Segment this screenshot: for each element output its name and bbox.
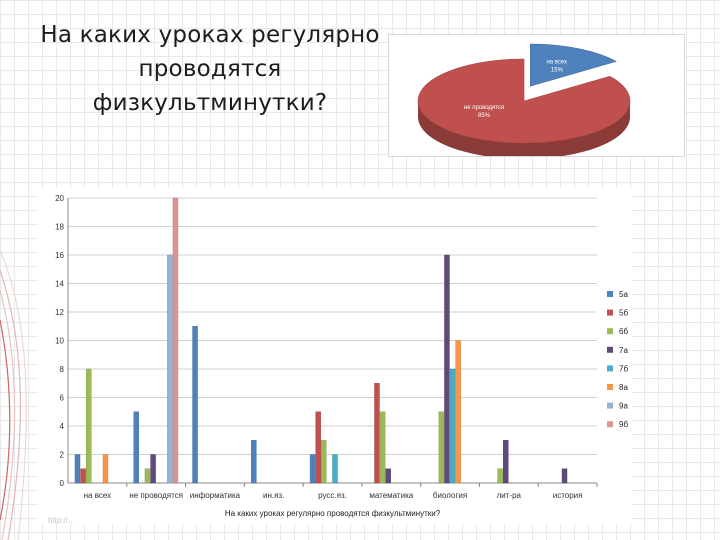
pie-slice-na-vseh-value-label: 15%: [551, 68, 564, 74]
pie-slice-ne-provodyatsya-label: не проводятся: [464, 105, 504, 111]
legend-swatch-8а: [607, 384, 613, 390]
bar-5б-4: [315, 411, 321, 484]
slide-title-line-3: физкультминутки?: [92, 90, 328, 116]
bar-7а-6: [444, 254, 450, 484]
bar-6б-5: [379, 411, 386, 484]
bar-8а-0: [102, 454, 109, 484]
bar-7а-1: [150, 454, 156, 484]
x-tick-label-2: информатика: [190, 491, 241, 500]
legend-label-9а: 9а: [619, 402, 628, 411]
x-tick-label-6: биология: [433, 491, 467, 500]
legend-swatch-7а: [607, 346, 613, 353]
bar-6б-4: [321, 440, 327, 484]
legend-label-7б: 7б: [619, 364, 628, 373]
y-tick-label-2: 2: [60, 451, 65, 460]
pie-chart-panel: на всех 15% не проводятся 85%: [388, 34, 685, 157]
y-tick-label-14: 14: [55, 280, 64, 289]
y-tick-label-8: 8: [60, 365, 65, 374]
legend-swatch-6б: [607, 328, 613, 335]
bar-6б-6: [438, 411, 445, 484]
pie-slice-ne-provodyatsya-side: [418, 101, 630, 156]
x-tick-label-3: ин.яз.: [263, 491, 284, 500]
legend-swatch-9б: [607, 421, 613, 428]
bar-5а-1: [133, 411, 139, 484]
legend-label-5б: 5б: [619, 309, 628, 318]
bar-7а-8: [561, 468, 568, 484]
y-tick-label-10: 10: [55, 337, 64, 346]
legend-swatch-5б: [607, 309, 613, 316]
x-tick-label-0: на всех: [84, 491, 112, 500]
y-tick-label-20: 20: [55, 194, 64, 203]
y-tick-label-18: 18: [55, 223, 64, 232]
x-tick-label-1: не проводятся: [129, 491, 183, 500]
bar-9б-1: [172, 197, 179, 484]
legend-label-6б: 6б: [619, 327, 628, 336]
bar-5б-5: [374, 383, 380, 484]
x-tick-label-4: русс.яз.: [318, 491, 347, 500]
bar-5а-4: [309, 454, 316, 484]
y-tick-label-6: 6: [60, 394, 65, 403]
bar-5б-0: [80, 468, 86, 484]
bar-9а-1: [167, 254, 173, 484]
legend-swatch-5а: [607, 291, 613, 297]
pie-chart: на всех 15% не проводятся 85%: [417, 43, 631, 156]
x-tick-label-5: математика: [369, 491, 413, 500]
bar-chart-panel: 0 2 4 6 8 10 12 14 16 18 20 на всех не проводятся инф…: [38, 188, 632, 524]
legend-label-5а: 5а: [619, 290, 628, 299]
bar-6б-7: [497, 468, 503, 484]
legend-label-7а: 7а: [619, 346, 628, 355]
x-axis-title: На каких уроках регулярно проводятся физ…: [225, 509, 441, 518]
y-tick-label-16: 16: [55, 251, 64, 260]
y-tick-label-0: 0: [60, 479, 65, 488]
bar-6б-1: [144, 468, 151, 484]
pie-slice-ne-provodyatsya-value-label: 85%: [478, 113, 491, 119]
bar-7б-4: [332, 454, 338, 484]
bar-7а-7: [503, 440, 509, 484]
slide-title-line-1: На каких уроках регулярно: [40, 22, 380, 48]
x-tick-label-7: лит-ра: [497, 491, 522, 500]
bar-7а-5: [385, 468, 391, 484]
legend-label-8а: 8а: [619, 383, 628, 392]
bar-5а-3: [251, 440, 257, 484]
bar-chart: 0 2 4 6 8 10 12 14 16 18 20 на всех не проводятся инф…: [55, 194, 628, 518]
bar-6б-0: [85, 368, 92, 484]
slide-title-line-2: проводятся: [138, 56, 282, 82]
pie-slice-ne-provodyatsya: [417, 58, 631, 144]
legend-swatch-7б: [607, 365, 613, 372]
bar-8а-6: [455, 340, 461, 484]
decorative-swirl: [0, 250, 27, 540]
bar-7б-6: [449, 368, 456, 484]
x-tick-label-8: история: [553, 491, 583, 500]
watermark: http://...: [48, 516, 75, 525]
bar-5а-0: [74, 454, 81, 484]
y-tick-label-12: 12: [55, 308, 64, 317]
bar-5а-2: [192, 326, 198, 484]
pie-slice-na-vseh-label: на всех: [546, 60, 567, 66]
legend-swatch-9а: [607, 402, 613, 409]
y-tick-label-4: 4: [60, 422, 65, 431]
legend-label-9б: 9б: [619, 420, 628, 429]
pie-slice-na-vseh: [530, 43, 617, 87]
slide-title: На каких уроках регулярно проводятся физ…: [30, 18, 390, 120]
